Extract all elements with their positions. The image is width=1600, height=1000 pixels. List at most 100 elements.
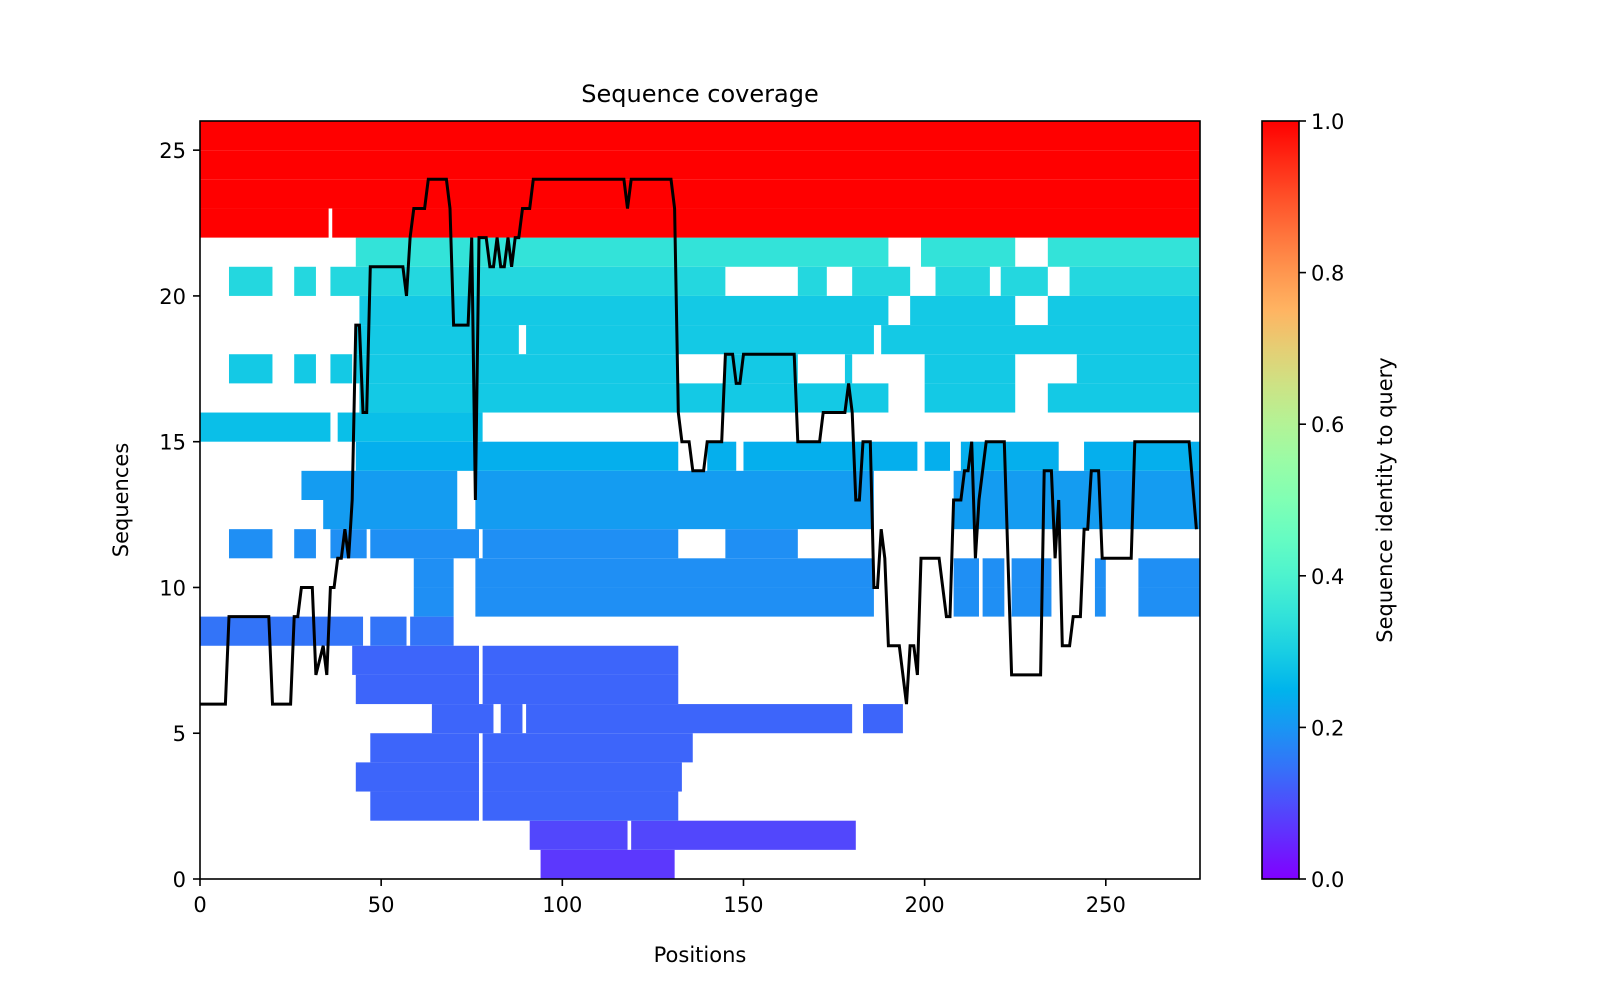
coverage-cell bbox=[475, 558, 874, 588]
x-tick-label: 50 bbox=[368, 893, 395, 917]
coverage-cell bbox=[982, 558, 1005, 588]
coverage-cell bbox=[482, 674, 679, 705]
colorbar-tick-label: 0.8 bbox=[1311, 262, 1344, 286]
coverage-cell bbox=[482, 762, 682, 792]
coverage-cell bbox=[500, 704, 523, 734]
coverage-cell bbox=[359, 295, 889, 326]
coverage-cell bbox=[924, 354, 1016, 384]
coverage-cell bbox=[200, 208, 329, 238]
coverage-cell bbox=[924, 441, 950, 471]
coverage-cell bbox=[355, 762, 479, 792]
coverage-cell bbox=[355, 354, 679, 384]
coverage-cell bbox=[910, 295, 1016, 326]
coverage-cell bbox=[482, 791, 679, 821]
y-tick-label: 5 bbox=[173, 722, 186, 746]
y-tick-label: 0 bbox=[173, 868, 186, 892]
coverage-cell bbox=[1047, 383, 1200, 413]
coverage-cell bbox=[355, 674, 479, 705]
coverage-cell bbox=[475, 587, 874, 617]
x-axis-label: Positions bbox=[654, 943, 747, 967]
coverage-cell bbox=[294, 529, 316, 559]
coverage-cell bbox=[475, 470, 874, 500]
coverage-cell bbox=[953, 500, 1200, 530]
coverage-cell bbox=[529, 820, 628, 850]
coverage-cell bbox=[844, 354, 853, 384]
coverage-cell bbox=[953, 558, 979, 588]
coverage-cell bbox=[482, 529, 679, 559]
coverage-cell bbox=[355, 325, 519, 355]
coverage-cell bbox=[526, 704, 853, 734]
coverage-cell bbox=[935, 266, 990, 296]
y-axis-ticks: 0 5 10 15 20 25 bbox=[159, 139, 200, 892]
coverage-cell bbox=[355, 441, 679, 471]
coverage-cell bbox=[540, 849, 675, 879]
chart-title: Sequence coverage bbox=[581, 80, 818, 108]
coverage-cell bbox=[1084, 441, 1200, 471]
y-tick-label: 20 bbox=[159, 285, 186, 309]
colorbar-tick-label: 0.0 bbox=[1311, 868, 1344, 892]
coverage-cell bbox=[743, 441, 918, 471]
coverage-cell bbox=[413, 558, 454, 588]
coverage-cell bbox=[631, 820, 856, 850]
coverage-cell bbox=[228, 529, 273, 559]
coverage-cell bbox=[1047, 237, 1200, 267]
coverage-cell bbox=[200, 412, 331, 442]
x-axis-ticks: 0 50 100 150 200 250 bbox=[193, 879, 1126, 917]
colorbar-tick-label: 0.4 bbox=[1311, 565, 1344, 589]
coverage-cell bbox=[921, 237, 1016, 267]
coverage-cell bbox=[953, 587, 979, 617]
coverage-cell bbox=[370, 616, 407, 646]
coverage-cell bbox=[960, 441, 1059, 471]
coverage-cell bbox=[200, 616, 364, 646]
coverage-cell bbox=[982, 587, 1005, 617]
colorbar-tick-label: 0.6 bbox=[1311, 413, 1344, 437]
x-tick-label: 100 bbox=[542, 893, 582, 917]
coverage-cell bbox=[924, 383, 1016, 413]
coverage-cell bbox=[330, 266, 726, 296]
x-tick-label: 250 bbox=[1086, 893, 1126, 917]
coverage-cell bbox=[370, 529, 479, 559]
coverage-cell bbox=[526, 325, 874, 355]
coverage-cell bbox=[1011, 587, 1052, 617]
colorbar-ticks: 0.0 0.2 0.4 0.6 0.8 1.0 bbox=[1299, 110, 1344, 892]
coverage-cell bbox=[294, 354, 316, 384]
y-tick-label: 25 bbox=[159, 139, 186, 163]
y-tick-label: 10 bbox=[159, 576, 186, 600]
colorbar-tick-label: 0.2 bbox=[1311, 716, 1344, 740]
coverage-cell bbox=[1069, 266, 1200, 296]
plot-frame bbox=[199, 120, 1201, 880]
coverage-cell bbox=[1094, 587, 1106, 617]
coverage-cell bbox=[200, 150, 1200, 180]
coverage-cell bbox=[352, 645, 479, 675]
coverage-cell bbox=[228, 266, 273, 296]
colorbar-tick-label: 1.0 bbox=[1311, 110, 1344, 134]
coverage-line-layer bbox=[200, 177, 1198, 706]
coverage-cell bbox=[301, 470, 458, 500]
colorbar-label: Sequence identity to query bbox=[1373, 357, 1397, 642]
x-tick-label: 0 bbox=[193, 893, 206, 917]
coverage-cell bbox=[1000, 266, 1048, 296]
coverage-cell bbox=[413, 587, 454, 617]
coverage-cell bbox=[1011, 558, 1052, 588]
coverage-cell bbox=[359, 383, 889, 413]
coverage-cell bbox=[228, 354, 273, 384]
x-tick-label: 150 bbox=[723, 893, 763, 917]
coverage-cell bbox=[337, 412, 483, 442]
coverage-cell bbox=[725, 354, 798, 384]
coverage-cell bbox=[294, 266, 316, 296]
coverage-cell bbox=[370, 733, 479, 763]
coverage-cell bbox=[725, 529, 798, 559]
coverage-line bbox=[200, 177, 1198, 706]
coverage-cell bbox=[707, 441, 737, 471]
x-tick-label: 200 bbox=[905, 893, 945, 917]
coverage-cell bbox=[1138, 558, 1200, 588]
coverage-cell bbox=[1076, 354, 1200, 384]
coverage-cell bbox=[881, 325, 1200, 355]
coverage-cell bbox=[431, 704, 494, 734]
coverage-cell bbox=[482, 733, 693, 763]
coverage-cell bbox=[475, 500, 874, 530]
coverage-cell bbox=[852, 266, 911, 296]
coverage-cell bbox=[355, 237, 889, 267]
coverage-cell bbox=[370, 791, 479, 821]
